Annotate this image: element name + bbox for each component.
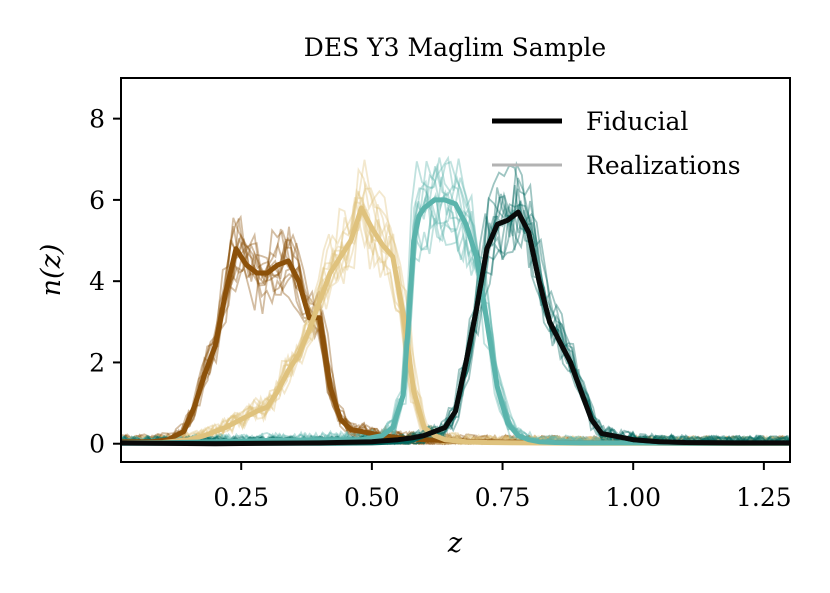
legend-label-fiducial: Fiducial <box>586 107 688 136</box>
x-tick-label: 1.00 <box>605 483 661 512</box>
legend: Fiducial Realizations <box>492 107 741 180</box>
y-tick-label: 6 <box>89 186 105 215</box>
x-tick-label: 0.50 <box>344 483 400 512</box>
x-tick-label: 0.25 <box>213 483 269 512</box>
chart-title: DES Y3 Maglim Sample <box>304 33 606 62</box>
series-layer <box>121 155 790 447</box>
y-tick-label: 2 <box>89 348 105 377</box>
x-axis-label: z <box>447 528 463 559</box>
ticks-layer: 0.25 0.50 0.75 1.00 1.25 0 2 4 6 8 <box>89 105 792 512</box>
fiducial-line-bin-2 <box>121 205 790 446</box>
y-tick-label: 8 <box>89 105 105 134</box>
fiducial-line-dark <box>121 209 790 447</box>
legend-label-realizations: Realizations <box>586 151 741 180</box>
y-tick-label: 0 <box>89 430 105 459</box>
realization-line-bin-2 <box>121 187 790 446</box>
y-axis-label: n(z) <box>36 244 67 297</box>
y-tick-label: 4 <box>89 267 105 296</box>
realization-line-bin-1 <box>121 226 790 446</box>
x-tick-label: 0.75 <box>475 483 531 512</box>
plot-frame <box>120 77 791 463</box>
x-tick-label: 1.25 <box>736 483 792 512</box>
